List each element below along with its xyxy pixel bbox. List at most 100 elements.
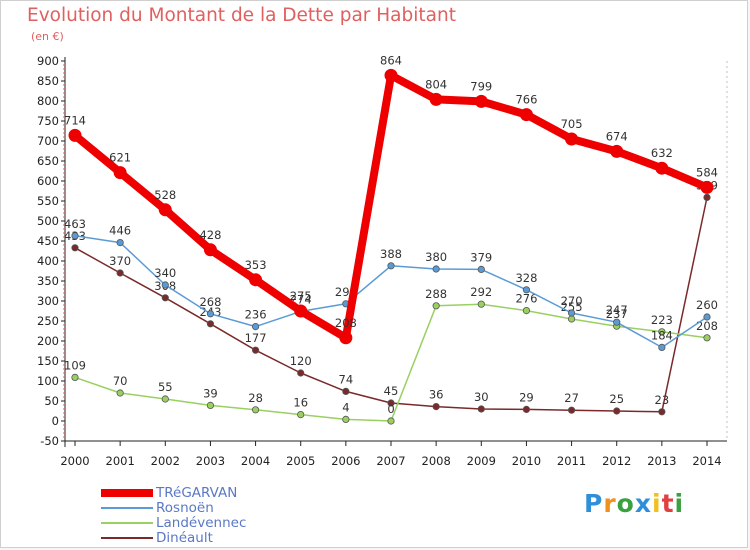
data-point-dineault <box>206 320 215 328</box>
data-point-rosnoen <box>432 265 440 273</box>
y-tick-label: 450 <box>37 234 59 248</box>
data-label-rosnoen: 236 <box>245 308 267 322</box>
data-point-dineault <box>477 405 485 413</box>
data-label-dineault: 30 <box>474 390 489 404</box>
y-tick-label: 850 <box>37 74 59 88</box>
data-label-tregarvan: 766 <box>515 93 537 107</box>
data-point-landevennec <box>161 395 169 403</box>
legend-swatch-tregarvan <box>101 489 153 497</box>
data-label-landevennec: 4 <box>342 400 349 414</box>
data-label-rosnoen: 380 <box>425 250 447 264</box>
data-label-tregarvan: 353 <box>245 258 267 272</box>
data-label-rosnoen: 268 <box>199 295 221 309</box>
data-label-landevennec: 276 <box>515 292 537 306</box>
data-point-dineault <box>432 402 440 411</box>
proxiti-logo: Proxiti <box>584 489 684 518</box>
data-label-tregarvan: 674 <box>606 129 628 143</box>
x-tick-label: 2009 <box>467 454 496 468</box>
x-tick-label: 2010 <box>512 454 541 468</box>
data-point-rosnoen <box>251 322 260 331</box>
legend-swatch-landevennec <box>101 522 153 524</box>
y-tick-label: 700 <box>37 134 59 148</box>
data-point-landevennec <box>206 401 215 409</box>
data-label-landevennec: 16 <box>293 396 308 410</box>
data-label-tregarvan: 528 <box>154 188 176 202</box>
data-label-landevennec: 208 <box>696 319 718 333</box>
y-tick-label: 0 <box>52 414 59 428</box>
data-point-landevennec <box>432 302 440 310</box>
data-point-landevennec <box>703 334 711 342</box>
data-label-tregarvan: 799 <box>470 79 492 93</box>
data-point-landevennec <box>251 406 260 414</box>
data-label-dineault: 45 <box>384 384 399 398</box>
data-point-tregarvan <box>519 108 533 122</box>
data-point-dineault <box>251 346 260 354</box>
chart-title: Evolution du Montant de la Dette par Hab… <box>27 5 456 26</box>
data-label-tregarvan: 714 <box>64 113 86 127</box>
data-point-rosnoen <box>387 262 395 270</box>
legend-label-landevennec: Landévennec <box>156 515 247 531</box>
data-label-rosnoen: 247 <box>606 303 628 317</box>
legend-label-rosnoen: Rosnoën <box>156 500 214 516</box>
data-label-tregarvan: 705 <box>561 117 583 131</box>
logo-letter: x <box>634 489 652 518</box>
logo-letter: i <box>674 489 685 518</box>
data-label-landevennec: 28 <box>248 391 263 405</box>
data-label-rosnoen: 328 <box>515 271 537 285</box>
y-tick-label: 400 <box>37 254 59 268</box>
data-point-landevennec <box>477 300 485 308</box>
data-label-dineault: 36 <box>429 388 444 402</box>
legend-swatch-rosnoen <box>101 507 153 509</box>
logo-letter: P <box>584 489 604 518</box>
data-label-tregarvan: 621 <box>109 151 131 165</box>
data-label-landevennec: 223 <box>651 313 673 327</box>
logo-letter: o <box>616 489 635 518</box>
y-tick-label: 100 <box>37 374 59 388</box>
data-point-dineault <box>342 387 350 395</box>
x-tick-label: 2014 <box>692 454 721 468</box>
data-point-dineault <box>703 193 711 201</box>
data-point-rosnoen <box>613 318 621 326</box>
data-point-tregarvan <box>429 92 443 106</box>
y-tick-label: 800 <box>37 94 59 108</box>
data-point-landevennec <box>387 417 395 425</box>
data-point-tregarvan <box>249 273 263 287</box>
y-tick-label: 650 <box>37 154 59 168</box>
data-point-tregarvan <box>113 166 127 180</box>
x-tick-label: 2005 <box>286 454 315 468</box>
data-point-landevennec <box>342 415 350 423</box>
data-label-landevennec: 237 <box>606 307 628 321</box>
y-tick-label: 900 <box>37 54 59 68</box>
data-label-rosnoen: 446 <box>109 224 131 238</box>
legend-swatch-dineault <box>101 537 153 539</box>
x-tick-label: 2004 <box>241 454 270 468</box>
y-tick-label: 750 <box>37 114 59 128</box>
data-point-landevennec <box>71 373 79 381</box>
data-point-tregarvan <box>610 144 624 158</box>
data-label-dineault: 23 <box>655 393 670 407</box>
logo-letter: i <box>652 489 662 518</box>
data-label-rosnoen: 388 <box>380 247 402 261</box>
y-tick-label: 350 <box>37 274 59 288</box>
y-tick-label: 250 <box>37 314 59 328</box>
logo-letter: r <box>603 489 617 518</box>
data-label-rosnoen: 184 <box>651 328 673 342</box>
data-point-tregarvan <box>700 180 714 194</box>
y-tick-label: 600 <box>37 174 59 188</box>
data-point-tregarvan <box>68 128 82 142</box>
y-tick-label: 200 <box>37 334 59 348</box>
data-point-rosnoen <box>71 232 79 240</box>
data-point-rosnoen <box>658 343 666 351</box>
y-tick-label: 300 <box>37 294 59 308</box>
x-tick-label: 2007 <box>376 454 405 468</box>
data-point-tregarvan <box>203 243 217 257</box>
data-label-landevennec: 70 <box>113 374 128 388</box>
y-tick-label: 150 <box>37 354 59 368</box>
data-label-tregarvan: 804 <box>425 77 447 91</box>
data-label-dineault: 120 <box>290 354 312 368</box>
data-point-dineault <box>613 407 621 415</box>
data-point-rosnoen <box>522 286 531 294</box>
data-point-dineault <box>161 294 169 302</box>
